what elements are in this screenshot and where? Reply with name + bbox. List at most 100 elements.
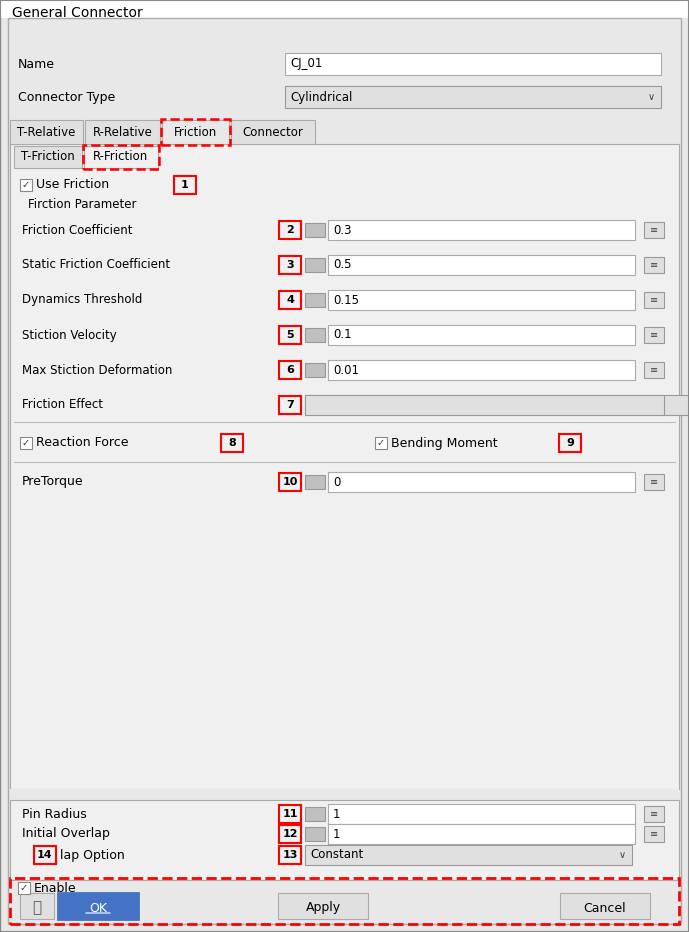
Bar bbox=[305, 363, 325, 377]
Bar bbox=[14, 146, 82, 168]
Text: ⛯: ⛯ bbox=[32, 900, 41, 915]
Text: Friction Effect: Friction Effect bbox=[22, 399, 103, 412]
Text: ≡: ≡ bbox=[650, 809, 658, 819]
Bar bbox=[279, 473, 301, 491]
Text: 6: 6 bbox=[286, 365, 294, 375]
Bar bbox=[10, 800, 679, 880]
Bar bbox=[221, 434, 243, 452]
Text: Friction Coefficient: Friction Coefficient bbox=[22, 224, 132, 237]
Text: ∨: ∨ bbox=[619, 850, 626, 860]
Bar bbox=[279, 825, 301, 843]
Text: Max Stiction Deformation: Max Stiction Deformation bbox=[22, 363, 172, 377]
Text: R-Relative: R-Relative bbox=[92, 126, 152, 139]
Text: Constant: Constant bbox=[310, 848, 363, 861]
Bar bbox=[285, 86, 661, 108]
Text: 4: 4 bbox=[286, 295, 294, 305]
Text: 13: 13 bbox=[282, 850, 298, 860]
Text: 1: 1 bbox=[181, 180, 189, 190]
Bar bbox=[305, 395, 689, 415]
Bar bbox=[644, 292, 664, 308]
Text: T-Relative: T-Relative bbox=[17, 126, 76, 139]
Bar bbox=[644, 806, 664, 822]
Bar bbox=[305, 293, 325, 307]
Text: ≡: ≡ bbox=[650, 829, 658, 839]
Bar bbox=[560, 893, 650, 919]
Text: T-Friction: T-Friction bbox=[21, 150, 75, 163]
Text: ≡: ≡ bbox=[650, 295, 658, 305]
Bar bbox=[10, 878, 679, 924]
Bar bbox=[34, 846, 56, 864]
Text: 9: 9 bbox=[566, 438, 574, 448]
Bar bbox=[305, 395, 664, 415]
Bar bbox=[644, 257, 664, 273]
Text: Cylindrical: Cylindrical bbox=[290, 90, 352, 103]
Text: PreTorque: PreTorque bbox=[22, 475, 83, 488]
Text: ✓: ✓ bbox=[377, 438, 385, 448]
Bar bbox=[644, 826, 664, 842]
Text: 0.15: 0.15 bbox=[333, 294, 359, 307]
Text: Connector Type: Connector Type bbox=[18, 90, 115, 103]
Text: Reaction Force: Reaction Force bbox=[36, 436, 129, 449]
Bar bbox=[644, 474, 664, 490]
Text: ✓: ✓ bbox=[22, 438, 30, 448]
Bar bbox=[328, 220, 635, 240]
Bar bbox=[285, 53, 661, 75]
Text: 0.1: 0.1 bbox=[333, 328, 351, 341]
Text: ≡: ≡ bbox=[650, 365, 658, 375]
Text: 0.3: 0.3 bbox=[333, 224, 351, 237]
Text: 2: 2 bbox=[286, 225, 294, 235]
Text: Stiction Velocity: Stiction Velocity bbox=[22, 328, 116, 341]
Bar bbox=[328, 472, 635, 492]
Bar bbox=[84, 146, 158, 168]
Bar bbox=[328, 255, 635, 275]
Bar bbox=[231, 120, 315, 144]
Text: Use Friction: Use Friction bbox=[36, 179, 109, 191]
Bar bbox=[305, 845, 632, 865]
Text: 0: 0 bbox=[333, 475, 340, 488]
Text: Pin Radius: Pin Radius bbox=[22, 807, 87, 820]
Bar bbox=[328, 290, 635, 310]
Bar bbox=[20, 437, 32, 449]
Bar bbox=[559, 434, 581, 452]
Text: Dynamics Threshold: Dynamics Threshold bbox=[22, 294, 143, 307]
Text: OK: OK bbox=[89, 901, 107, 914]
Text: R-Friction: R-Friction bbox=[94, 150, 149, 163]
Bar bbox=[279, 805, 301, 823]
Bar bbox=[305, 807, 325, 821]
Text: Static Friction Coefficient: Static Friction Coefficient bbox=[22, 258, 170, 271]
Bar bbox=[83, 145, 159, 169]
Text: 0.5: 0.5 bbox=[333, 258, 351, 271]
Text: lap Option: lap Option bbox=[60, 848, 125, 861]
Text: ✓: ✓ bbox=[20, 883, 28, 893]
Bar bbox=[305, 827, 325, 841]
Text: Connector: Connector bbox=[243, 126, 303, 139]
Bar bbox=[279, 291, 301, 309]
Bar bbox=[161, 119, 230, 145]
Text: 14: 14 bbox=[37, 850, 53, 860]
Text: 12: 12 bbox=[282, 829, 298, 839]
Bar bbox=[305, 223, 325, 237]
Bar bbox=[644, 362, 664, 378]
Bar bbox=[58, 893, 138, 919]
Text: 11: 11 bbox=[282, 809, 298, 819]
Bar bbox=[305, 328, 325, 342]
Text: Friction: Friction bbox=[174, 126, 217, 139]
Bar bbox=[328, 325, 635, 345]
Text: 5: 5 bbox=[286, 330, 294, 340]
Text: 1: 1 bbox=[333, 807, 340, 820]
Bar bbox=[278, 893, 368, 919]
Text: Sliding & Stiction: Sliding & Stiction bbox=[310, 399, 411, 412]
Bar bbox=[328, 804, 635, 824]
Bar bbox=[20, 179, 32, 191]
Text: Name: Name bbox=[18, 58, 55, 71]
Bar bbox=[279, 846, 301, 864]
Text: ≡: ≡ bbox=[650, 260, 658, 270]
Bar bbox=[162, 120, 229, 144]
Text: CJ_01: CJ_01 bbox=[290, 58, 322, 71]
Bar bbox=[279, 256, 301, 274]
Text: Cancel: Cancel bbox=[584, 901, 626, 914]
Text: 10: 10 bbox=[282, 477, 298, 487]
Text: ✓: ✓ bbox=[22, 180, 30, 190]
Text: ≡: ≡ bbox=[650, 225, 658, 235]
Text: 7: 7 bbox=[286, 400, 294, 410]
